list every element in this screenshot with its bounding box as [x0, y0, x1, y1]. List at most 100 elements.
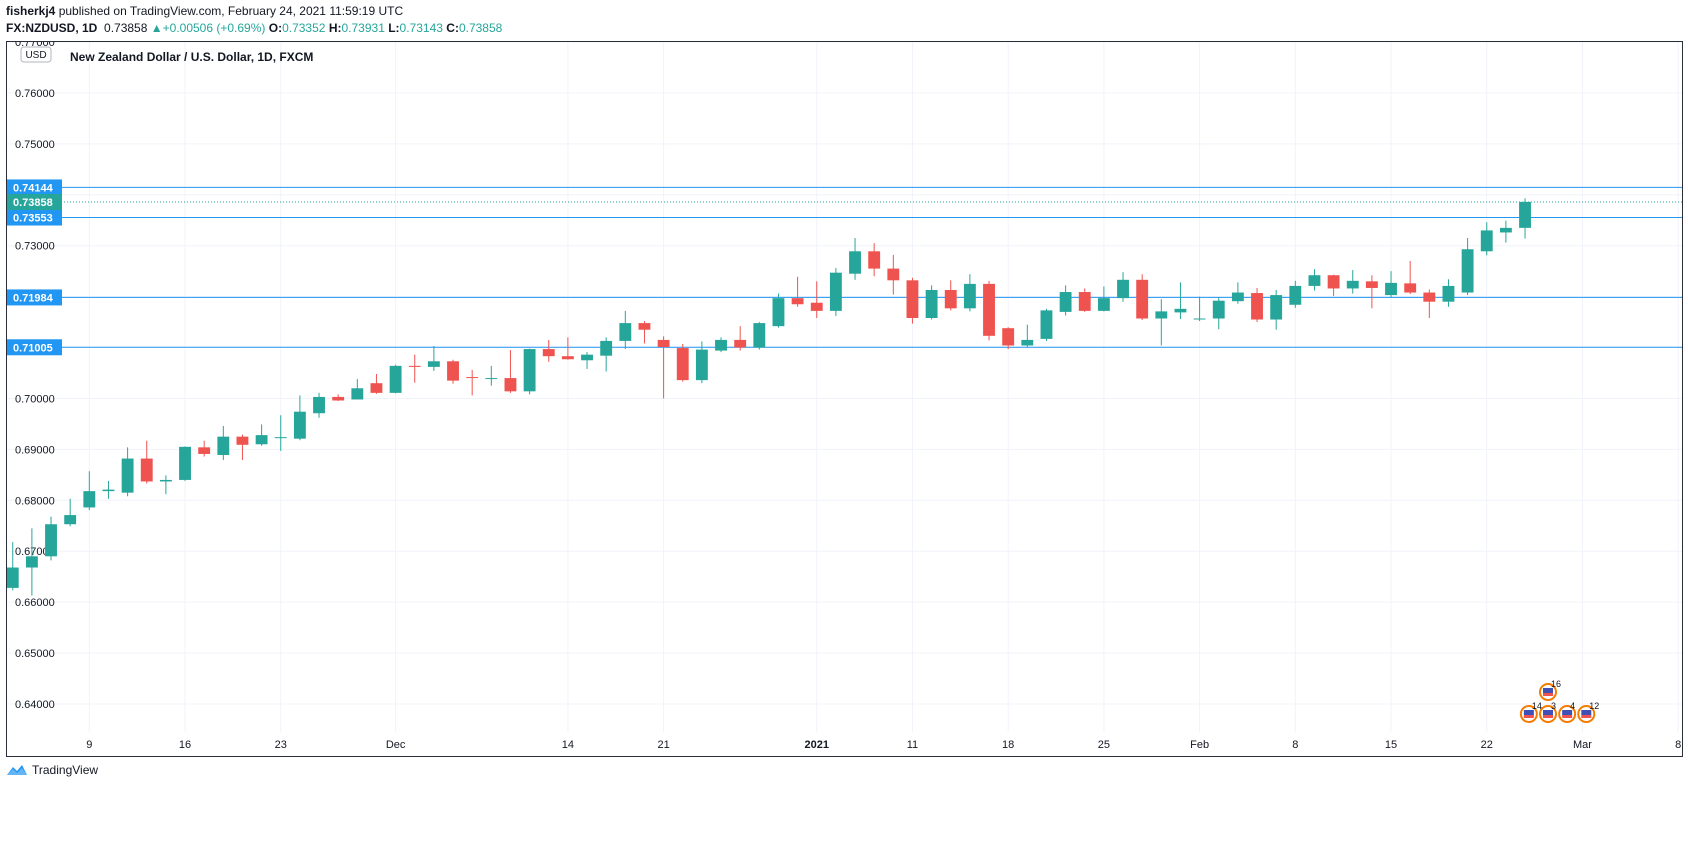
candle-body[interactable] — [159, 479, 172, 482]
currency-badge[interactable] — [20, 46, 52, 63]
candle-body[interactable] — [274, 437, 287, 439]
candle-body[interactable] — [1059, 292, 1072, 312]
candle-body[interactable] — [638, 323, 651, 330]
candle-body[interactable] — [1117, 279, 1129, 299]
candle-body[interactable] — [1002, 328, 1015, 346]
flag-stripe — [1543, 693, 1553, 696]
candle-body[interactable] — [1442, 285, 1455, 302]
candle-body[interactable] — [1404, 283, 1417, 293]
candle-body[interactable] — [102, 489, 115, 492]
candle-body[interactable] — [1270, 295, 1283, 320]
candle-body[interactable] — [504, 378, 517, 392]
candle-body[interactable] — [657, 339, 670, 348]
candle-body[interactable] — [351, 388, 364, 400]
candle-body[interactable] — [983, 283, 995, 336]
level-price-tag — [7, 209, 62, 226]
y-tick-label: 0.77000 — [15, 42, 55, 49]
candle-body[interactable] — [1346, 280, 1359, 289]
x-tick-label: 11 — [907, 739, 918, 751]
candle-body[interactable] — [1499, 227, 1512, 233]
candle-body[interactable] — [753, 323, 766, 348]
candle-body[interactable] — [447, 361, 459, 381]
candle-body[interactable] — [255, 435, 268, 445]
candle-body[interactable] — [217, 436, 230, 455]
candle-body[interactable] — [944, 289, 957, 309]
candle-body[interactable] — [925, 289, 938, 318]
candle-body[interactable] — [1021, 339, 1034, 346]
candle-body[interactable] — [64, 515, 77, 525]
candle-body[interactable] — [313, 396, 325, 414]
candle-body[interactable] — [1155, 311, 1168, 319]
candle-body[interactable] — [868, 251, 881, 269]
candle-body[interactable] — [25, 556, 38, 568]
candle-body[interactable] — [523, 349, 536, 392]
flag-stripe — [1543, 710, 1553, 715]
candle-body[interactable] — [715, 339, 727, 351]
candle-body[interactable] — [466, 377, 479, 379]
candle-body[interactable] — [810, 302, 823, 311]
candle-body[interactable] — [45, 524, 57, 557]
candle-body[interactable] — [619, 323, 632, 341]
candle-body[interactable] — [906, 280, 919, 318]
candle-body[interactable] — [427, 361, 440, 367]
level-price-label: 0.74144 — [13, 182, 54, 194]
candle-body[interactable] — [1193, 318, 1206, 320]
candle-body[interactable] — [370, 383, 383, 393]
candle-body[interactable] — [1423, 292, 1436, 302]
candle-body[interactable] — [561, 356, 574, 360]
candle-body[interactable] — [887, 268, 900, 281]
candle-body[interactable] — [772, 298, 785, 327]
x-tick-label: 23 — [275, 739, 287, 751]
candle-body[interactable] — [1308, 275, 1321, 286]
candle-body[interactable] — [963, 283, 976, 309]
candle-body[interactable] — [179, 446, 191, 480]
candle-body[interactable] — [542, 349, 555, 357]
up-triangle-icon: ▲ — [150, 21, 163, 35]
flag-stripe — [1523, 710, 1534, 715]
author-name[interactable]: fisherkj4 — [6, 4, 56, 18]
candle-body[interactable] — [849, 251, 861, 274]
candle-body[interactable] — [1365, 281, 1378, 288]
candle-body[interactable] — [485, 378, 498, 380]
candle-body[interactable] — [236, 436, 249, 445]
candle-body[interactable] — [1385, 282, 1397, 296]
candle-body[interactable] — [600, 340, 613, 356]
candle-body[interactable] — [1289, 285, 1302, 305]
candle-body[interactable] — [1212, 300, 1225, 319]
candle-body[interactable] — [83, 491, 96, 508]
candle-body[interactable] — [1519, 201, 1531, 228]
candle-body[interactable] — [332, 396, 345, 401]
candle-body[interactable] — [1251, 293, 1263, 320]
x-tick-label: 18 — [1002, 739, 1014, 751]
candle-body[interactable] — [1097, 298, 1110, 311]
candle-body[interactable] — [1040, 310, 1053, 339]
candle-body[interactable] — [676, 348, 689, 381]
flag-stripe — [1543, 715, 1553, 718]
candle-body[interactable] — [198, 447, 211, 454]
candle-body[interactable] — [1174, 308, 1187, 313]
candle-body[interactable] — [1461, 249, 1474, 293]
candle-body[interactable] — [1480, 230, 1493, 252]
candle-body[interactable] — [695, 349, 708, 381]
candle-body[interactable] — [1327, 275, 1340, 289]
x-tick-label: Mar — [1573, 739, 1592, 751]
candle-body[interactable] — [1078, 292, 1091, 311]
candle-body[interactable] — [1231, 292, 1244, 302]
candle-body[interactable] — [293, 411, 306, 439]
price-chart[interactable]: 9 16 23 Dec 14 21 2021 11 18 25 Feb 8 15 22 Mar 8 0.6400… — [7, 42, 1682, 756]
chart-frame[interactable]: 9 16 23 Dec 14 21 2021 11 18 25 Feb 8 15 22 Mar 8 0.6400… — [6, 41, 1683, 757]
footer-branding[interactable]: TradingView — [6, 763, 98, 777]
candle-body[interactable] — [1136, 279, 1149, 319]
candle-body[interactable] — [7, 567, 19, 588]
y-tick-label: 0.68000 — [15, 495, 55, 507]
candle-body[interactable] — [829, 272, 842, 311]
candle-body[interactable] — [581, 354, 593, 361]
candle-body[interactable] — [140, 458, 153, 482]
candle-body[interactable] — [791, 298, 804, 305]
candle-body[interactable] — [408, 365, 421, 367]
open-label: O: — [268, 21, 283, 35]
candle-body[interactable] — [121, 458, 134, 493]
candle-body[interactable] — [734, 339, 747, 348]
candle-body[interactable] — [389, 365, 402, 393]
y-tick-label: 0.75000 — [15, 139, 55, 151]
